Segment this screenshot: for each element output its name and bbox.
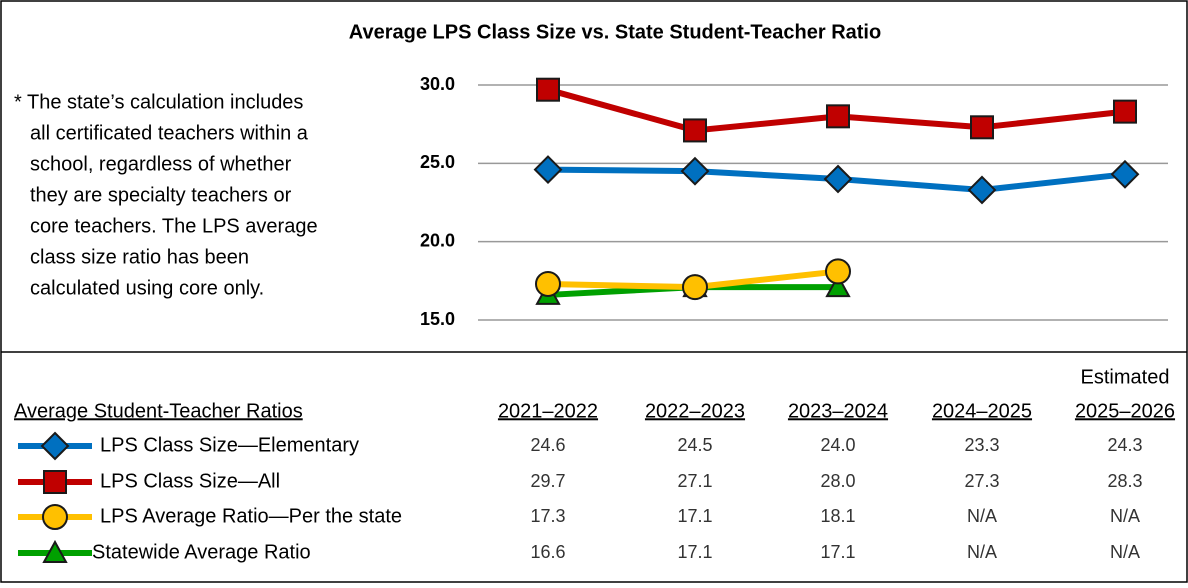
legend-marker [42, 539, 68, 563]
column-header: 2023–2024 [788, 400, 888, 422]
table-cell: 24.6 [530, 435, 565, 455]
legend-label: LPS Class Size—All [100, 470, 280, 492]
marker [825, 274, 851, 298]
marker [825, 258, 851, 285]
table-cell: 29.7 [530, 471, 565, 491]
table-cell: 16.6 [530, 542, 565, 562]
table-cell: 24.0 [820, 435, 855, 455]
legend-marker [43, 470, 67, 494]
table-cell: N/A [1110, 506, 1140, 526]
table-cell: 28.0 [820, 471, 855, 491]
marker [826, 104, 850, 129]
marker [1113, 99, 1137, 124]
note-line: * The state’s calculation includes [14, 91, 303, 113]
column-header: 2022–2023 [645, 400, 745, 422]
table-cell: 17.1 [677, 542, 712, 562]
marker [535, 270, 561, 297]
table-cell: 24.5 [677, 435, 712, 455]
note-line: class size ratio has been [30, 246, 249, 268]
table-cell: N/A [967, 542, 997, 562]
column-header: 2025–2026 [1075, 400, 1175, 422]
table-cell: 17.3 [530, 506, 565, 526]
table-cell: N/A [1110, 542, 1140, 562]
marker [533, 155, 563, 185]
table-cell: 27.3 [964, 471, 999, 491]
table-cell: 28.3 [1107, 471, 1142, 491]
table-cell: 23.3 [964, 435, 999, 455]
legend-label: LPS Average Ratio—Per the state [100, 505, 402, 527]
legend-label: Statewide Average Ratio [92, 541, 311, 563]
note-line: they are specialty teachers or [30, 184, 292, 206]
marker [967, 175, 997, 205]
note-line: all certificated teachers within a [30, 122, 309, 144]
marker [682, 274, 708, 301]
table-cell: 17.1 [677, 506, 712, 526]
marker [970, 115, 994, 140]
table-cell: 18.1 [820, 506, 855, 526]
marker [1110, 159, 1140, 189]
marker [536, 77, 560, 102]
column-header: 2021–2022 [498, 400, 598, 422]
y-tick-label: 25.0 [420, 152, 455, 172]
note-line: calculated using core only. [30, 277, 264, 299]
marker [823, 164, 853, 194]
table-cell: N/A [967, 506, 997, 526]
legend-marker [42, 504, 68, 530]
y-tick-label: 20.0 [420, 230, 455, 250]
chart-title: Average LPS Class Size vs. State Student… [349, 21, 881, 43]
table-header: Average Student-Teacher Ratios [14, 400, 303, 422]
note-line: school, regardless of whether [30, 153, 292, 175]
legend-label: LPS Class Size—Elementary [100, 434, 359, 456]
note-line: core teachers. The LPS average [30, 215, 318, 237]
y-tick-label: 30.0 [420, 74, 455, 94]
y-tick-label: 15.0 [420, 309, 455, 329]
marker [683, 118, 707, 143]
table-cell: 27.1 [677, 471, 712, 491]
marker [680, 156, 710, 186]
table-cell: 24.3 [1107, 435, 1142, 455]
column-header: 2024–2025 [932, 400, 1032, 422]
legend-marker [40, 431, 70, 461]
estimated-note: Estimated [1081, 366, 1170, 388]
table-cell: 17.1 [820, 542, 855, 562]
